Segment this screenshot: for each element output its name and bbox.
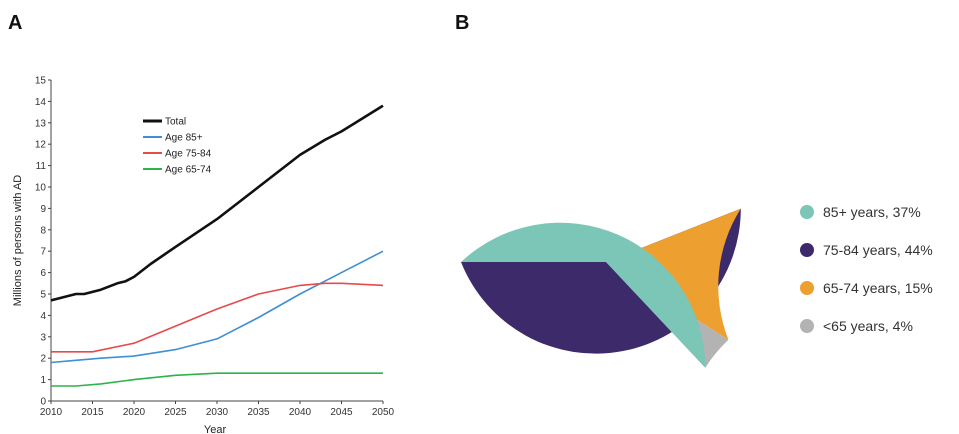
panel-label-a: A [8,12,23,34]
y-tick-label: 15 [35,76,47,87]
y-tick-label: 2 [40,354,46,365]
pie-legend-marker [800,243,814,257]
y-tick-label: 12 [35,140,47,151]
pie-chart: 85+ years, 37% 75-84 years, 44% 65-74 year… [461,204,933,368]
legend-label: Age 75-84 [165,149,212,160]
legend-label: Age 65-74 [165,165,212,176]
x-tick-label: 2030 [206,407,229,418]
series-line-age-65-74 [51,372,383,387]
x-tick-label: 2010 [40,407,63,418]
y-tick-label: 6 [40,268,46,279]
line-chart-legend: Total Age 85+ Age 75-84 Age 65-74 [143,117,212,176]
series-line-age-75-84 [51,282,384,353]
pie-legend-marker [800,281,814,295]
series-line-age-85- [50,250,384,364]
pie-slice [606,208,741,340]
pie-legend-label: <65 years, 4% [823,318,913,334]
x-tick-label: 2025 [164,407,187,418]
pie-legend-label: 65-74 years, 15% [823,280,933,296]
x-tick-label: 2050 [372,407,395,418]
y-tick-label: 14 [35,97,47,108]
pie-legend-marker [800,319,814,333]
pie-legend: 85+ years, 37% 75-84 years, 44% 65-74 year… [800,204,933,334]
x-tick-label: 2045 [330,407,353,418]
panel-label-b: B [455,12,470,34]
y-tick-label: 13 [35,118,47,129]
y-axis-label: Millions of persons with AD [12,175,24,306]
pie-slices [461,208,741,368]
line-chart-series [50,104,384,387]
x-tick-label: 2015 [81,407,104,418]
y-tick-label: 11 [36,161,47,172]
y-tick-label: 5 [40,290,46,301]
pie-slice [461,222,706,368]
x-axis-label: Year [204,424,227,434]
y-tick-label: 10 [35,183,47,194]
y-tick-label: 4 [40,311,46,322]
legend-label: Total [165,117,186,128]
legend-label: Age 85+ [165,133,203,144]
y-tick-label: 8 [40,225,46,236]
series-line-total [50,104,384,302]
y-tick-label: 9 [40,204,46,215]
y-tick-label: 0 [40,397,46,408]
y-tick-label: 3 [40,332,46,343]
pie-legend-label: 85+ years, 37% [823,204,921,220]
x-tick-label: 2020 [123,407,146,418]
y-tick-label: 1 [40,375,46,386]
pie-legend-label: 75-84 years, 44% [823,242,933,258]
x-tick-label: 2040 [289,407,312,418]
x-tick-label: 2035 [247,407,270,418]
pie-legend-marker [800,205,814,219]
y-tick-label: 7 [40,247,46,258]
